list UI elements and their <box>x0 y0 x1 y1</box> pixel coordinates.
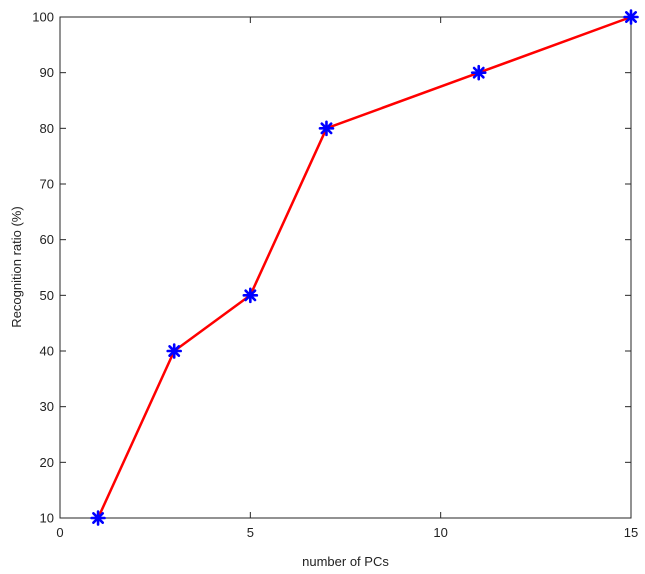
x-tick-label: 5 <box>247 525 254 540</box>
y-tick-label: 100 <box>32 10 54 25</box>
x-axis-label: number of PCs <box>302 554 389 569</box>
series-line <box>96 15 632 519</box>
y-tick-label: 30 <box>40 399 54 414</box>
data-point-marker <box>623 9 639 25</box>
plot-area-frame <box>59 16 632 519</box>
data-point-marker <box>242 287 259 304</box>
series-layer <box>90 9 639 526</box>
data-point-marker <box>318 120 335 137</box>
y-tick-label: 70 <box>40 177 54 192</box>
y-axis-ticks: 10 20 30 40 50 60 70 80 90 100 <box>32 10 631 526</box>
y-tick-label: 80 <box>40 121 54 136</box>
x-tick-label: 10 <box>433 525 447 540</box>
y-tick-label: 50 <box>40 288 54 303</box>
data-point-marker <box>90 510 106 526</box>
y-tick-label: 60 <box>40 232 54 247</box>
y-tick-label: 10 <box>40 511 54 526</box>
x-tick-label: 0 <box>56 525 63 540</box>
x-tick-label: 15 <box>624 525 638 540</box>
data-point-marker <box>166 343 182 359</box>
y-tick-label: 20 <box>40 455 54 470</box>
y-axis-label: Recognition ratio (%) <box>9 206 24 327</box>
data-point-marker <box>470 64 487 81</box>
y-tick-label: 40 <box>40 344 54 359</box>
y-tick-label: 90 <box>40 65 54 80</box>
